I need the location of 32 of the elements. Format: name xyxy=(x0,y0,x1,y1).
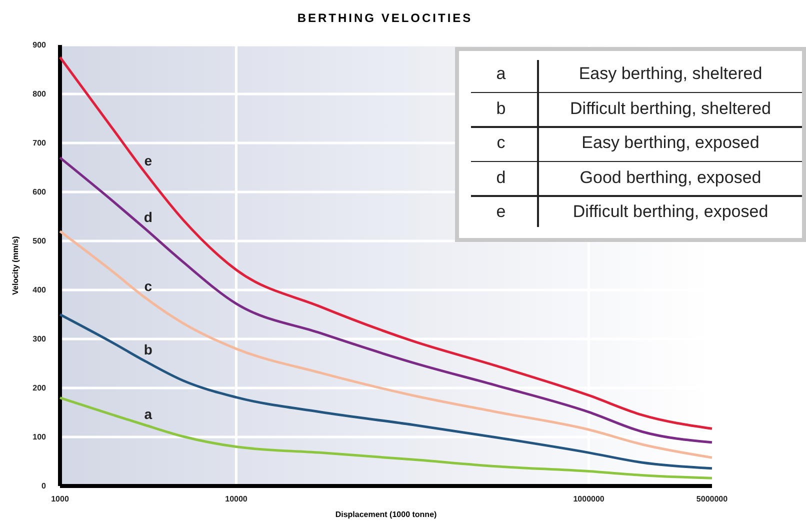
y-axis-title: Velocity (mm/s) xyxy=(11,236,20,295)
x-tick-label: 1000 xyxy=(51,494,70,504)
text: b xyxy=(496,98,506,118)
series-label: d xyxy=(144,208,152,225)
annotation: Difficult berthing, exposed xyxy=(572,201,770,223)
annotation: Good berthing, exposed xyxy=(578,166,762,188)
y-tick-label: 200 xyxy=(32,384,47,393)
series-label: e xyxy=(144,152,152,168)
text: a xyxy=(496,64,506,83)
x-tick-label: 5000000 xyxy=(696,494,728,504)
series-label: c xyxy=(144,278,152,294)
annotation: Difficult berthing, sheltered xyxy=(569,98,772,120)
y-tick-label: 800 xyxy=(32,90,47,99)
y-tick-label: 700 xyxy=(32,138,47,148)
annotation: Easy berthing, exposed xyxy=(580,132,760,154)
y-tick-label: 600 xyxy=(32,188,47,197)
series-label: a xyxy=(144,406,152,422)
chart-title: BERTHING VELOCITIES xyxy=(297,11,473,25)
annotation: Easy berthing, sheltered xyxy=(578,63,764,85)
y-tick-label: 100 xyxy=(32,432,47,442)
y-tick-label: 0 xyxy=(42,482,47,491)
y-tick-label: 300 xyxy=(32,334,47,344)
text: e xyxy=(496,202,506,221)
y-tick-label: 500 xyxy=(32,236,47,246)
text: d xyxy=(496,168,506,186)
y-tick-label: 900 xyxy=(32,40,47,50)
x-tick-label: 1000000 xyxy=(573,494,605,504)
text: c xyxy=(496,133,506,152)
x-axis-title: Displacement (1000 tonne) xyxy=(335,510,438,519)
x-tick-label: 10000 xyxy=(225,494,248,504)
series-label: b xyxy=(144,342,152,358)
y-tick-label: 400 xyxy=(32,286,47,295)
